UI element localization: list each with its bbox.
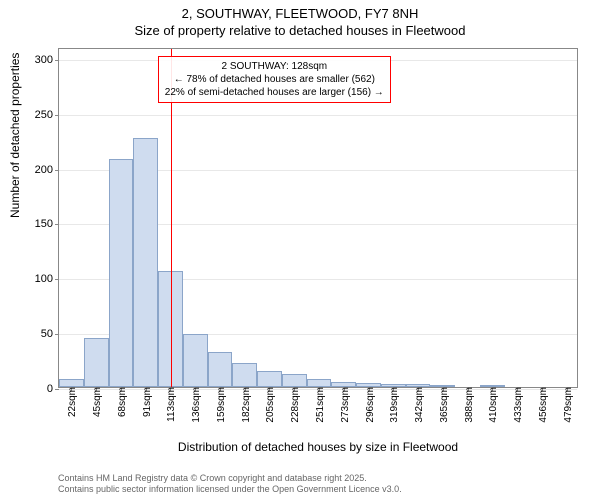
xtick-label: 433sqm xyxy=(513,387,524,423)
histogram-bar xyxy=(208,352,233,387)
xtick-label: 136sqm xyxy=(191,387,202,423)
histogram-bar xyxy=(133,138,158,387)
page-title: 2, SOUTHWAY, FLEETWOOD, FY7 8NH xyxy=(0,0,600,21)
xtick-label: 388sqm xyxy=(464,387,475,423)
histogram-bar xyxy=(257,371,282,387)
xtick-label: 22sqm xyxy=(67,387,78,417)
ytick-label: 300 xyxy=(35,54,59,66)
footer-line1: Contains HM Land Registry data © Crown c… xyxy=(58,473,402,485)
xtick-label: 342sqm xyxy=(414,387,425,423)
annotation-line2: ← 78% of detached houses are smaller (56… xyxy=(165,73,384,86)
histogram-bar xyxy=(307,379,332,387)
xtick-label: 479sqm xyxy=(563,387,574,423)
histogram-bar xyxy=(59,379,84,387)
xtick-label: 228sqm xyxy=(290,387,301,423)
xtick-label: 251sqm xyxy=(315,387,326,423)
xtick-label: 205sqm xyxy=(265,387,276,423)
annotation-box: 2 SOUTHWAY: 128sqm← 78% of detached hous… xyxy=(158,56,391,103)
x-axis-label: Distribution of detached houses by size … xyxy=(58,440,578,454)
gridline xyxy=(59,115,577,116)
xtick-label: 410sqm xyxy=(488,387,499,423)
ytick-label: 0 xyxy=(47,383,59,395)
ytick-label: 100 xyxy=(35,273,59,285)
xtick-label: 456sqm xyxy=(538,387,549,423)
ytick-label: 250 xyxy=(35,109,59,121)
xtick-label: 68sqm xyxy=(117,387,128,417)
ytick-label: 150 xyxy=(35,218,59,230)
histogram-bar xyxy=(84,338,109,387)
xtick-label: 182sqm xyxy=(241,387,252,423)
chart-area: 05010015020025030022sqm45sqm68sqm91sqm11… xyxy=(58,48,578,388)
xtick-label: 113sqm xyxy=(166,387,177,422)
annotation-line3: 22% of semi-detached houses are larger (… xyxy=(165,86,384,99)
xtick-label: 273sqm xyxy=(340,387,351,423)
xtick-label: 91sqm xyxy=(142,387,153,417)
footer-line2: Contains public sector information licen… xyxy=(58,484,402,496)
page-subtitle: Size of property relative to detached ho… xyxy=(0,21,600,38)
histogram-bar xyxy=(232,363,257,387)
ytick-label: 50 xyxy=(41,328,59,340)
plot-area: 05010015020025030022sqm45sqm68sqm91sqm11… xyxy=(59,49,577,387)
histogram-bar xyxy=(282,374,307,387)
xtick-label: 159sqm xyxy=(216,387,227,423)
xtick-label: 45sqm xyxy=(92,387,103,417)
xtick-label: 296sqm xyxy=(365,387,376,423)
annotation-line1: 2 SOUTHWAY: 128sqm xyxy=(165,60,384,73)
y-axis-label: Number of detached properties xyxy=(8,53,22,218)
histogram-bar xyxy=(183,334,208,387)
xtick-label: 365sqm xyxy=(439,387,450,423)
xtick-label: 319sqm xyxy=(389,387,400,423)
footer-attribution: Contains HM Land Registry data © Crown c… xyxy=(58,473,402,496)
ytick-label: 200 xyxy=(35,164,59,176)
histogram-bar xyxy=(109,159,134,387)
